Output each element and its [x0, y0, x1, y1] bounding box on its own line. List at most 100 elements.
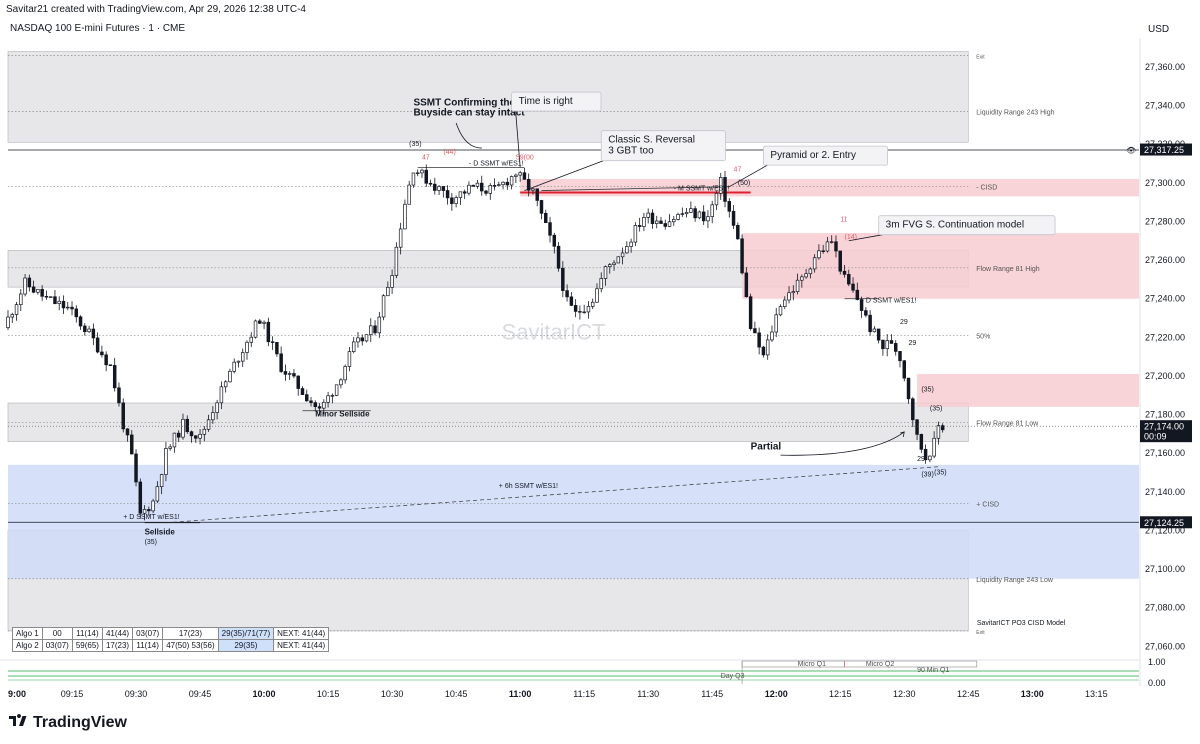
candle-body-1118[interactable] [595, 288, 599, 303]
candle-body-1219[interactable] [855, 289, 860, 300]
candle-body-1125[interactable] [625, 246, 629, 254]
candle-body-1141[interactable] [693, 208, 697, 219]
candle-body-1201[interactable] [778, 306, 783, 316]
bearish-cisd-zone-1[interactable] [520, 178, 1139, 197]
candle-body-0901[interactable] [10, 314, 15, 318]
candle-body-1227[interactable] [889, 340, 894, 344]
callout-time-is-right-box[interactable] [511, 91, 602, 112]
candle-body-1115[interactable] [582, 311, 586, 314]
candle-body-1121[interactable] [608, 264, 612, 268]
candle-body-0902[interactable] [14, 304, 19, 315]
candle-body-0938[interactable] [168, 446, 172, 449]
ssmt-m-line[interactable] [541, 186, 730, 191]
candle-body-1056[interactable] [501, 181, 505, 186]
candle-body-1020[interactable] [347, 351, 352, 367]
candle-body-1110[interactable] [561, 267, 565, 291]
candle-body-1030[interactable] [390, 275, 394, 288]
candle-body-1036[interactable] [415, 172, 420, 175]
candle-body-1001[interactable] [266, 321, 271, 343]
candle-body-1004[interactable] [279, 353, 283, 372]
candle-body-1028[interactable] [381, 295, 386, 318]
candle-body-1011[interactable] [309, 400, 313, 403]
candle-body-1000[interactable] [262, 321, 266, 324]
candle-body-1102[interactable] [526, 179, 531, 191]
candle-body-1237[interactable] [932, 437, 936, 457]
candle-body-1233[interactable] [915, 419, 919, 435]
candle-body-0932[interactable] [142, 509, 147, 514]
candle-body-1158[interactable] [765, 339, 770, 356]
candle-body-0942[interactable] [185, 418, 189, 433]
candle-body-1059[interactable] [514, 174, 518, 177]
candle-body-1013[interactable] [317, 406, 322, 409]
callout-fvg-continuation-pointer[interactable] [848, 234, 883, 242]
candle-body-0911[interactable] [53, 296, 57, 305]
candle-body-1151[interactable] [736, 225, 740, 240]
candle-body-1016[interactable] [330, 395, 335, 397]
candle-body-1113[interactable] [573, 305, 578, 312]
candle-body-0944[interactable] [194, 435, 198, 439]
candle-body-0917[interactable] [78, 316, 83, 327]
candle-body-1206[interactable] [800, 276, 804, 281]
candle-body-1058[interactable] [509, 176, 514, 186]
candle-body-1142[interactable] [697, 211, 702, 219]
candle-body-0930[interactable] [134, 453, 138, 483]
candle-body-0939[interactable] [172, 432, 177, 448]
candle-body-1210[interactable] [817, 250, 821, 259]
candle-body-0919[interactable] [87, 328, 91, 333]
candle-body-1119[interactable] [599, 278, 603, 290]
candle-body-0943[interactable] [189, 431, 194, 437]
candle-body-0909[interactable] [44, 295, 49, 298]
candle-body-0957[interactable] [249, 336, 254, 343]
candle-body-0947[interactable] [206, 419, 211, 430]
candle-body-1055[interactable] [497, 184, 501, 186]
candle-body-1134[interactable] [663, 223, 667, 227]
candle-body-1033[interactable] [403, 203, 407, 230]
ssmt-reversal-arrow[interactable] [455, 122, 482, 149]
callout-fvg-continuation-box[interactable] [878, 215, 1056, 236]
candle-body-1014[interactable] [322, 401, 326, 409]
candle-body-0928[interactable] [125, 428, 130, 436]
candle-body-0910[interactable] [48, 296, 53, 298]
candle-body-1214[interactable] [834, 241, 838, 252]
candle-body-0946[interactable] [202, 428, 207, 435]
candle-body-0945[interactable] [198, 433, 202, 439]
eye-icon[interactable]: 👁 [1126, 146, 1136, 155]
candle-body-1044[interactable] [450, 197, 454, 204]
candle-body-0927[interactable] [121, 402, 125, 430]
candle-body-0900[interactable] [6, 316, 10, 329]
candle-body-0933[interactable] [147, 509, 151, 512]
candle-body-1231[interactable] [906, 377, 911, 400]
candle-body-1045[interactable] [454, 197, 458, 204]
candle-body-0936[interactable] [159, 474, 164, 488]
candle-body-1157[interactable] [761, 346, 766, 356]
candle-body-0935[interactable] [155, 486, 160, 502]
candle-body-1015[interactable] [326, 395, 330, 403]
candle-body-1041[interactable] [437, 186, 441, 191]
candle-body-1213[interactable] [829, 241, 834, 243]
candle-body-1116[interactable] [586, 306, 591, 313]
candle-body-1054[interactable] [492, 185, 497, 187]
callout-time-is-right-pointer[interactable] [515, 111, 521, 168]
candle-body-1002[interactable] [270, 341, 275, 343]
candle-body-1239[interactable] [940, 425, 945, 431]
callout-classic-reversal-pointer[interactable] [524, 160, 604, 191]
candle-body-1234[interactable] [919, 434, 924, 450]
candle-body-1153[interactable] [744, 272, 749, 298]
candle-body-1049[interactable] [471, 184, 475, 187]
candle-body-1026[interactable] [373, 325, 377, 334]
candle-body-1114[interactable] [578, 311, 582, 313]
candle-body-1208[interactable] [808, 268, 813, 275]
candle-body-0914[interactable] [66, 306, 70, 309]
candle-body-1159[interactable] [770, 331, 774, 341]
candle-body-1211[interactable] [821, 250, 825, 252]
candle-body-1009[interactable] [300, 388, 305, 395]
candle-body-0941[interactable] [181, 418, 185, 438]
candle-body-0923[interactable] [104, 354, 108, 366]
candle-body-1202[interactable] [783, 299, 787, 308]
bullish-cisd-zone[interactable] [8, 464, 1139, 579]
candle-body-1235[interactable] [923, 448, 928, 461]
candle-body-0905[interactable] [27, 277, 32, 288]
candle-body-1025[interactable] [369, 325, 373, 336]
candle-body-0913[interactable] [61, 300, 66, 309]
candle-body-1037[interactable] [420, 169, 424, 174]
